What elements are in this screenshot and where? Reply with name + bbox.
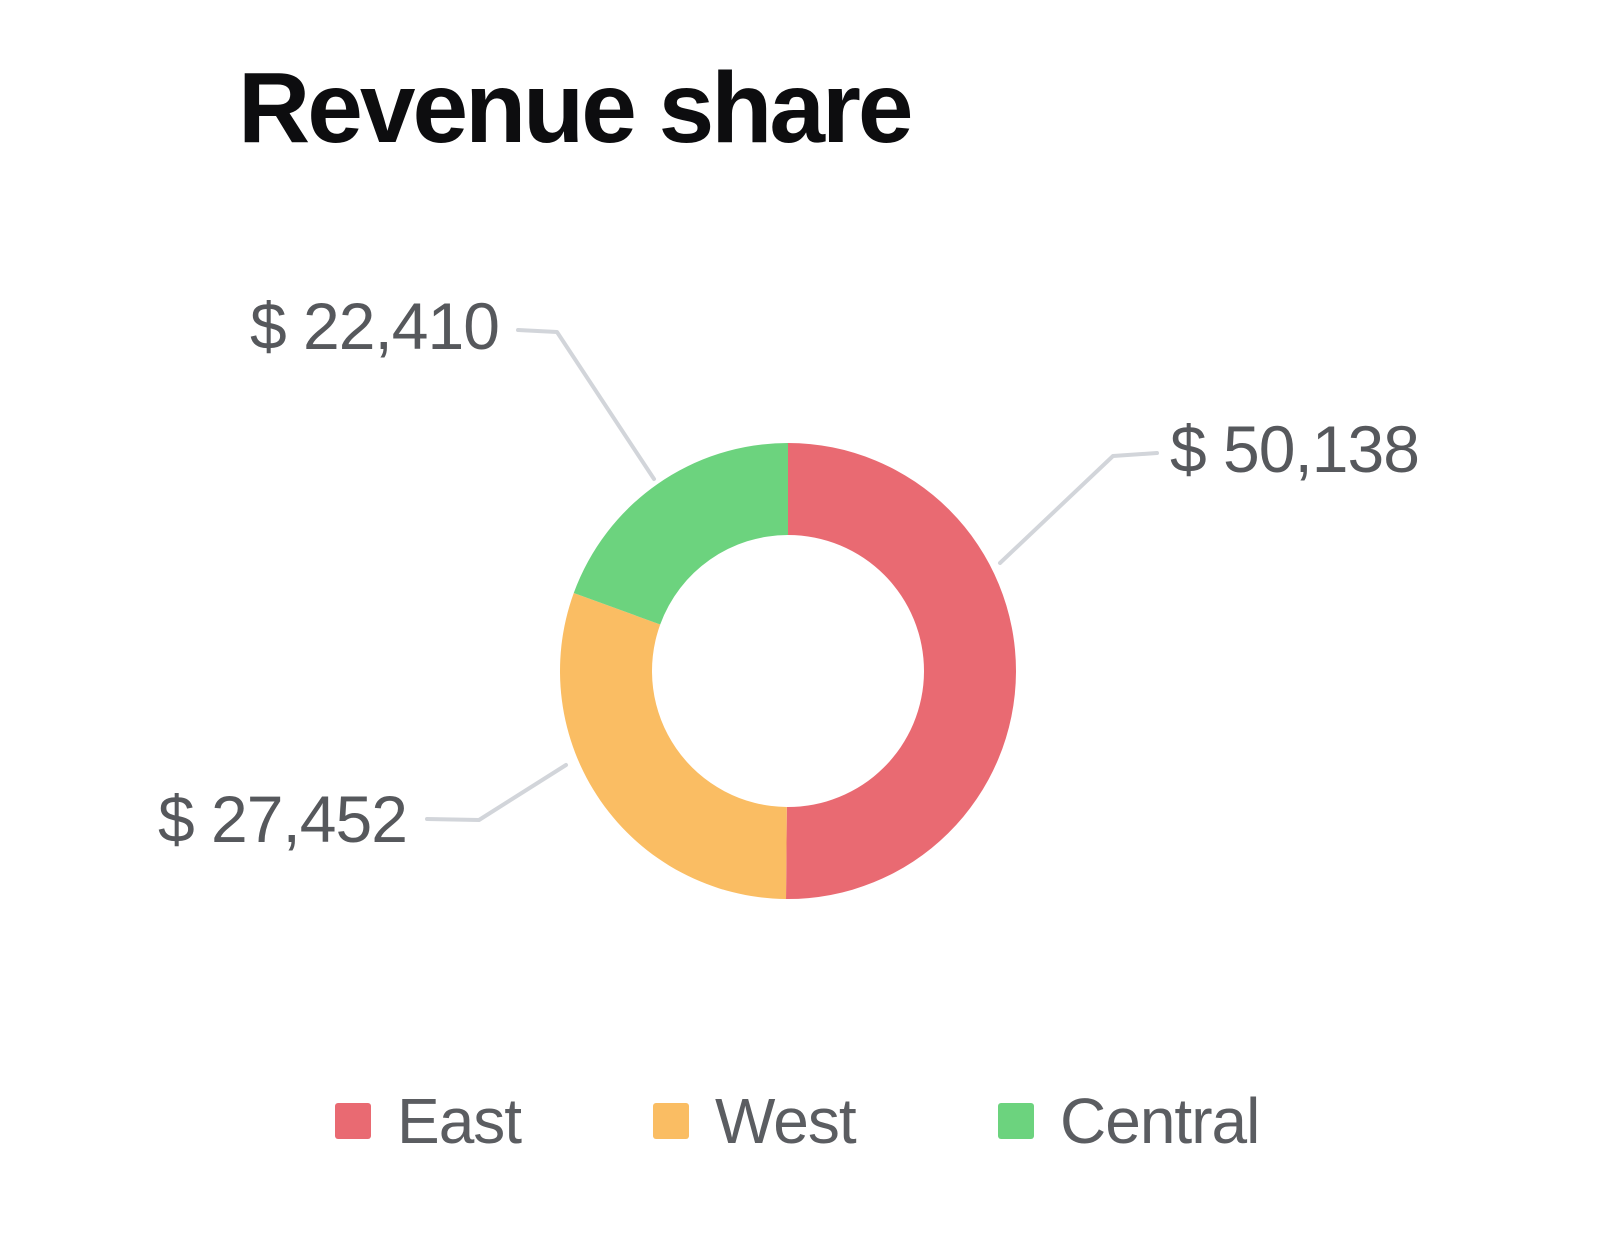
legend-swatch-west bbox=[653, 1103, 689, 1139]
legend-label-east: East bbox=[397, 1085, 522, 1157]
legend-label-west: West bbox=[715, 1085, 857, 1157]
legend-item-central[interactable]: Central bbox=[998, 1089, 1260, 1153]
leader-line-west bbox=[425, 763, 568, 822]
donut-segment-central[interactable] bbox=[573, 443, 788, 625]
data-label-west: $ 27,452 bbox=[158, 782, 408, 856]
leader-line-east bbox=[998, 451, 1159, 565]
donut-segment-west[interactable] bbox=[560, 593, 787, 899]
legend-swatch-east bbox=[335, 1103, 371, 1139]
legend-label-central: Central bbox=[1060, 1085, 1260, 1157]
chart-title: Revenue share bbox=[238, 52, 913, 164]
legend-item-east[interactable]: East bbox=[335, 1089, 522, 1153]
data-label-central: $ 22,410 bbox=[250, 289, 500, 363]
data-label-east: $ 50,138 bbox=[1170, 412, 1420, 486]
leader-line-central bbox=[516, 328, 656, 481]
legend-item-west[interactable]: West bbox=[653, 1089, 857, 1153]
donut-segment-east[interactable] bbox=[786, 443, 1016, 899]
legend-swatch-central bbox=[998, 1103, 1034, 1139]
